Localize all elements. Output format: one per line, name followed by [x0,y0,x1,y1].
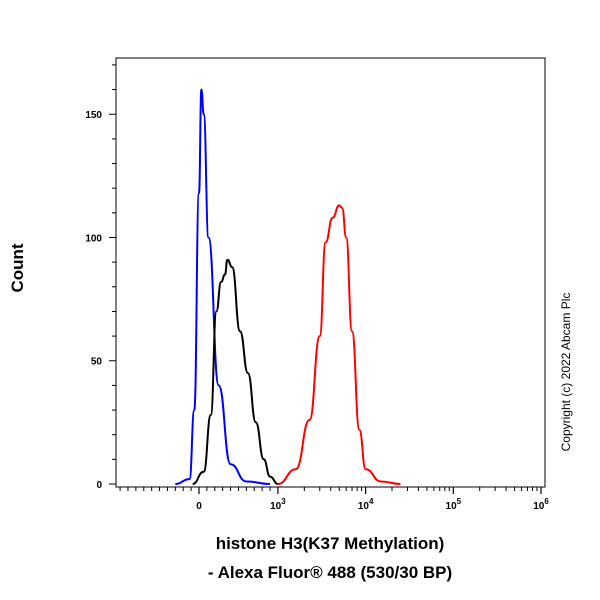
y-tick-label: 50 [91,357,103,368]
x-tick-label: 104 [358,497,374,512]
x-tick-label: 103 [270,497,286,512]
y-axis-label: Count [8,243,27,293]
y-tick-label: 150 [85,110,102,121]
copyright-notice: Copyright (c) 2022 Abcam Plc [559,292,573,452]
x-tick-label: 105 [446,497,462,512]
series-line-2 [192,258,279,485]
series-line-1 [175,88,271,485]
series-line-3 [277,204,401,485]
x-axis-label-line1: histone H3(K37 Methylation) [215,534,445,553]
x-axis-label-line2: - Alexa Fluor® 488 (530/30 BP) [207,563,453,582]
y-tick-label: 0 [96,480,102,491]
x-axis: 0 103 104 105 106 [119,487,549,512]
plot-frame [115,57,546,488]
series-group [175,88,401,485]
x-tick-label: 106 [533,497,549,512]
y-axis: 0 50 100 150 [85,64,116,491]
y-tick-label: 100 [85,233,102,244]
x-tick-label: 0 [196,501,202,512]
